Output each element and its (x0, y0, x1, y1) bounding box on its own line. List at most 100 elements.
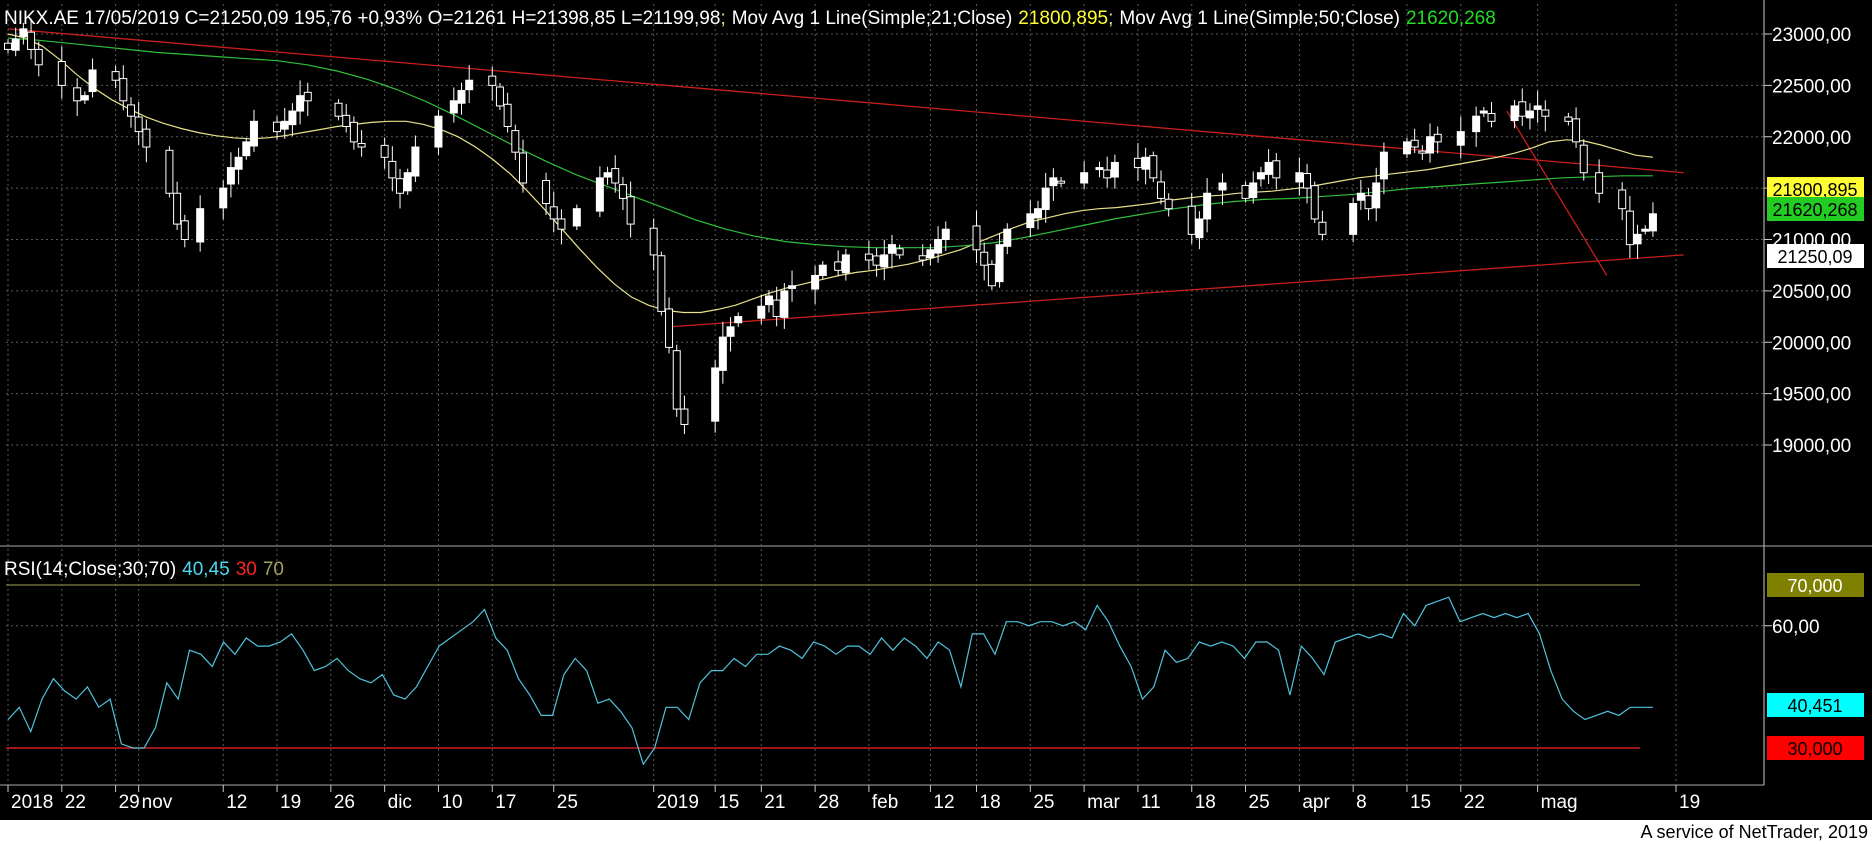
candle-body (757, 305, 766, 319)
rsi-legend-value: 40,45 (182, 559, 230, 580)
candle-body (1487, 113, 1496, 122)
rsi-30-badge-text: 30,000 (1787, 739, 1842, 759)
date-tick-label: 2019 (657, 792, 699, 813)
candle-body (657, 255, 666, 312)
candle-body (388, 160, 397, 179)
candle-body (142, 128, 151, 148)
price-tick-label: 19500,00 (1772, 385, 1851, 406)
candle-body (349, 121, 358, 143)
candle-body (27, 31, 36, 50)
candle-body (1049, 177, 1058, 187)
candle-body (249, 120, 258, 147)
candle-body (1164, 198, 1173, 210)
date-tick-label: 19 (1679, 792, 1700, 813)
date-tick-label: 12 (226, 792, 247, 813)
chart-area[interactable]: 23000,0022500,0022000,0021500,0021000,00… (0, 0, 1872, 820)
price-tick-label: 23000,00 (1772, 25, 1851, 46)
candle-body (595, 177, 604, 212)
candle-body (1141, 156, 1150, 170)
instrument-summary: NIKX.AE 17/05/2019 C=21250,09 195,76 +0,… (4, 8, 720, 29)
price-tick-label: 19000,00 (1772, 436, 1851, 457)
candle-body (1034, 208, 1043, 219)
rsi-tick-label: 60,00 (1772, 617, 1820, 638)
candle-body (111, 71, 120, 81)
candle-body (780, 290, 789, 318)
candle-body (1026, 213, 1035, 229)
ma21-legend-value: 21800,895 (1018, 8, 1108, 29)
candle-body (887, 244, 896, 254)
candle-body (1618, 189, 1627, 210)
candle-body (1648, 213, 1657, 232)
candle-body (1133, 157, 1142, 169)
candle-body (34, 48, 43, 66)
date-tick-label: 28 (818, 792, 839, 813)
footer: A service of NetTrader, 2019 (0, 820, 1872, 844)
date-tick-label: mar (1087, 792, 1120, 813)
rsi-value-badge-text: 40,451 (1787, 696, 1842, 716)
date-tick-label: dic (388, 792, 412, 813)
candle-body (895, 248, 904, 256)
candle-body (880, 254, 889, 268)
candle-body (219, 187, 228, 209)
price-tick-label: 22500,00 (1772, 76, 1851, 97)
candle-body (1295, 172, 1304, 183)
date-tick-label: 21 (764, 792, 785, 813)
candle-body (1510, 105, 1519, 122)
candle-body (119, 78, 128, 102)
candle-body (1418, 150, 1427, 154)
ma50-legend-value: 21620,268 (1406, 8, 1496, 29)
candle-body (542, 180, 551, 205)
candle-body (1349, 203, 1358, 235)
candle-body (934, 239, 943, 254)
candle-body (1156, 181, 1165, 199)
candle-body (834, 261, 843, 271)
candle-body (1003, 228, 1012, 247)
rsi-legend-low: 30 (236, 559, 257, 580)
candle-body (1149, 155, 1158, 179)
date-tick-label: 29 (119, 792, 140, 813)
candle-body (818, 264, 827, 276)
candle-body (1187, 205, 1196, 235)
candle-body (718, 336, 727, 371)
candle-body (980, 251, 989, 266)
candle-body (1318, 221, 1327, 235)
candle-body (680, 408, 689, 425)
candle-body (1310, 185, 1319, 220)
candle-body (1203, 192, 1212, 220)
candle-body (173, 192, 182, 225)
candle-body (303, 91, 312, 102)
may-trendline (1506, 110, 1608, 276)
candle-body (495, 86, 504, 107)
candle-body (764, 295, 773, 306)
candle-body (649, 227, 658, 256)
candle-body (788, 285, 797, 289)
candle-body (457, 90, 466, 104)
candle-body (1110, 161, 1119, 178)
date-tick-label: 17 (495, 792, 516, 813)
candle-body (1641, 228, 1650, 232)
candle-body (234, 156, 243, 170)
candle-body (841, 254, 850, 274)
legend-separator: ; (1108, 8, 1113, 29)
candle-body (1541, 109, 1550, 117)
date-tick-label: 25 (1033, 792, 1054, 813)
candle-body (1402, 141, 1411, 155)
candle-body (711, 367, 720, 422)
date-tick-label: 15 (1410, 792, 1431, 813)
candle-body (549, 206, 558, 220)
candle-body (380, 144, 389, 158)
date-tick-label: 25 (1249, 792, 1270, 813)
candle-body (80, 95, 89, 101)
last-price-badge-text: 21250,09 (1777, 247, 1852, 267)
candle-body (918, 255, 927, 261)
date-tick-label: 2018 (11, 792, 53, 813)
rsi-30-badge (1767, 736, 1864, 760)
candle-body (296, 95, 305, 112)
date-tick-label: 8 (1356, 792, 1367, 813)
candle-body (1264, 161, 1273, 175)
candle-body (226, 167, 235, 185)
candle-body (434, 115, 443, 148)
candle-body (503, 103, 512, 127)
candle-body (88, 69, 97, 93)
rsi-legend-label: RSI(14;Close;30;70) (4, 559, 176, 580)
